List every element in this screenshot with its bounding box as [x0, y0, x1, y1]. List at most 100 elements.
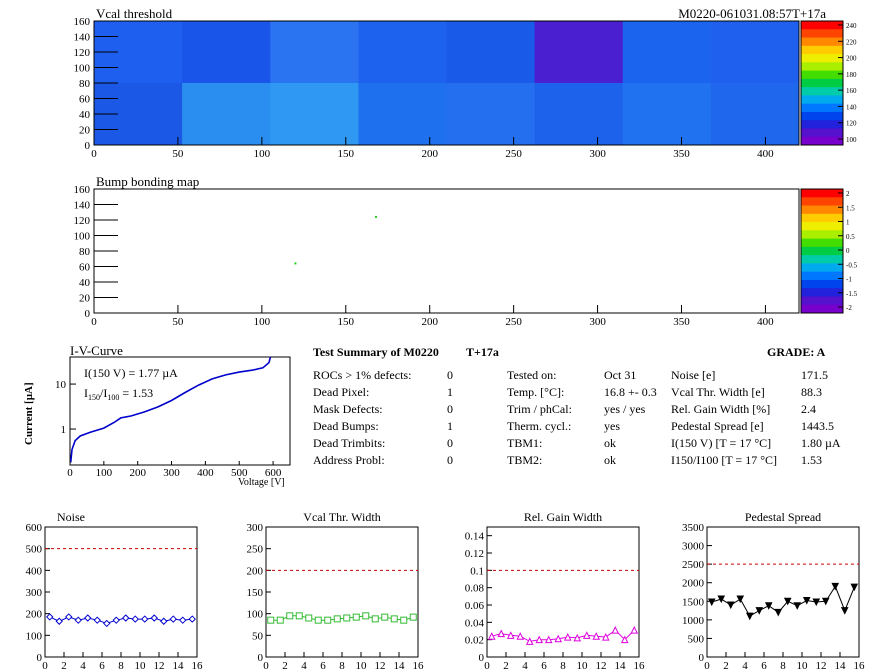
y-tick-label: 1000: [682, 615, 705, 627]
roc-block: [534, 21, 624, 84]
roc-block: [270, 21, 359, 84]
y-tick-label: 120: [74, 215, 91, 227]
summary-label: ROCs > 1% defects:: [313, 368, 412, 382]
y-tick-label: 40: [79, 109, 91, 121]
chart-0: Noise 0 100 200 300 400 500 600 0 2 4 6 8 10 12 14 16: [26, 510, 204, 672]
data-point: [93, 616, 101, 624]
roc-block: [182, 83, 271, 146]
summary-value: 1.53: [801, 453, 822, 467]
x-tick-label: 100: [254, 316, 271, 328]
data-point: [707, 598, 716, 607]
data-point: [601, 632, 610, 641]
x-tick-label: 2: [723, 660, 729, 672]
x-tick-label: 50: [172, 148, 184, 160]
data-point: [55, 617, 63, 625]
y-tick-label: 100: [74, 231, 91, 243]
summary-label: Vcal Thr. Width [e]: [671, 385, 765, 399]
x-tick-label: 10: [797, 660, 809, 672]
colorbar-label: -1.5: [846, 290, 858, 298]
y-tick-label: 1500: [682, 596, 705, 608]
iv-x-tick-label: 100: [96, 467, 113, 479]
data-point: [525, 637, 534, 645]
data-point: [620, 635, 629, 644]
data-point: [592, 632, 601, 640]
data-point: [516, 632, 525, 640]
iv-x-tick-label: 400: [197, 467, 214, 479]
colorbar-cell: [801, 62, 843, 72]
chart-title: Rel. Gain Width: [524, 510, 602, 524]
iv-y-tick-label: 1: [61, 424, 67, 436]
colorbar-label: 0: [846, 247, 850, 255]
colorbar-cell: [801, 288, 843, 297]
x-tick-label: 350: [673, 148, 690, 160]
summary-value: 171.5: [801, 368, 828, 382]
colorbar-cell: [801, 205, 843, 215]
chart-title: Pedestal Spread: [745, 510, 821, 524]
x-tick-label: 0: [704, 660, 710, 672]
x-tick-label: 6: [761, 660, 767, 672]
x-tick-label: 2: [503, 660, 509, 672]
y-tick-label: 0: [479, 652, 485, 664]
y-tick-label: 400: [26, 565, 43, 577]
y-tick-label: 0.04: [465, 617, 485, 629]
x-tick-label: 250: [505, 316, 522, 328]
chart-1: Vcal Thr. Width 0 50 100 150 200 250 300 0 2 4 6 8 10…: [247, 510, 425, 672]
data-point: [497, 629, 506, 638]
colorbar-label: -0.5: [846, 261, 858, 269]
colorbar-label: 0.5: [846, 233, 855, 241]
series-line: [49, 616, 193, 624]
y-tick-label: 0.12: [465, 548, 484, 560]
x-tick-label: 350: [673, 316, 690, 328]
data-point: [65, 613, 73, 621]
data-point: [409, 613, 417, 621]
data-point: [400, 616, 408, 624]
y-tick-label: 100: [26, 630, 43, 642]
colorbar-cell: [801, 189, 843, 198]
x-tick-label: 12: [596, 660, 607, 672]
series-line: [270, 615, 414, 621]
colorbar-frame: [800, 20, 844, 146]
colorbar-cell: [801, 230, 843, 240]
chart-3: Pedestal Spread 0 500 1000 1500 2000 2500 3000 3…: [682, 510, 865, 672]
data-point: [812, 598, 821, 607]
y-tick-label: 200: [247, 565, 264, 577]
summary-label: Therm. cycl.:: [507, 419, 572, 433]
summary-value: 1.80 µA: [801, 436, 841, 450]
x-tick-label: 0: [263, 660, 269, 672]
y-tick-label: 0.02: [465, 635, 484, 647]
iv-xlabel: Voltage [V]: [238, 477, 285, 488]
colorbar-cell: [801, 238, 843, 248]
summary-tag: T+17a: [466, 345, 499, 359]
roc-block: [710, 21, 800, 84]
data-point: [535, 635, 544, 644]
data-point: [774, 608, 783, 617]
data-point: [352, 613, 360, 621]
iv-x-tick-label: 600: [265, 467, 282, 479]
data-point: [188, 615, 196, 623]
data-point: [850, 583, 859, 592]
y-tick-label: 500: [26, 544, 43, 556]
series-line: [711, 585, 855, 617]
x-tick-label: 12: [154, 660, 165, 672]
series-line: [491, 629, 635, 642]
colorbar-label: -1: [846, 276, 852, 284]
data-point: [84, 614, 92, 622]
y-tick-label: 160: [74, 16, 91, 28]
y-tick-label: 3500: [682, 522, 705, 534]
summary-label: Dead Pixel:: [313, 385, 370, 399]
y-tick-label: 60: [79, 262, 91, 274]
x-tick-label: 4: [80, 660, 86, 672]
iv-x-tick-label: 500: [231, 467, 248, 479]
colorbar-cell: [801, 95, 843, 105]
colorbar-cell: [801, 197, 843, 207]
summary-label: I150/I100 [T = 17 °C]: [671, 453, 778, 467]
colorbar-cell: [801, 70, 843, 80]
y-tick-label: 140: [74, 200, 91, 212]
y-tick-label: 0: [699, 652, 705, 664]
roc-block: [710, 83, 800, 146]
data-point: [736, 595, 745, 604]
data-point: [74, 616, 82, 624]
x-tick-label: 4: [522, 660, 528, 672]
data-point: [745, 612, 754, 621]
colorbar-cell: [801, 128, 843, 138]
